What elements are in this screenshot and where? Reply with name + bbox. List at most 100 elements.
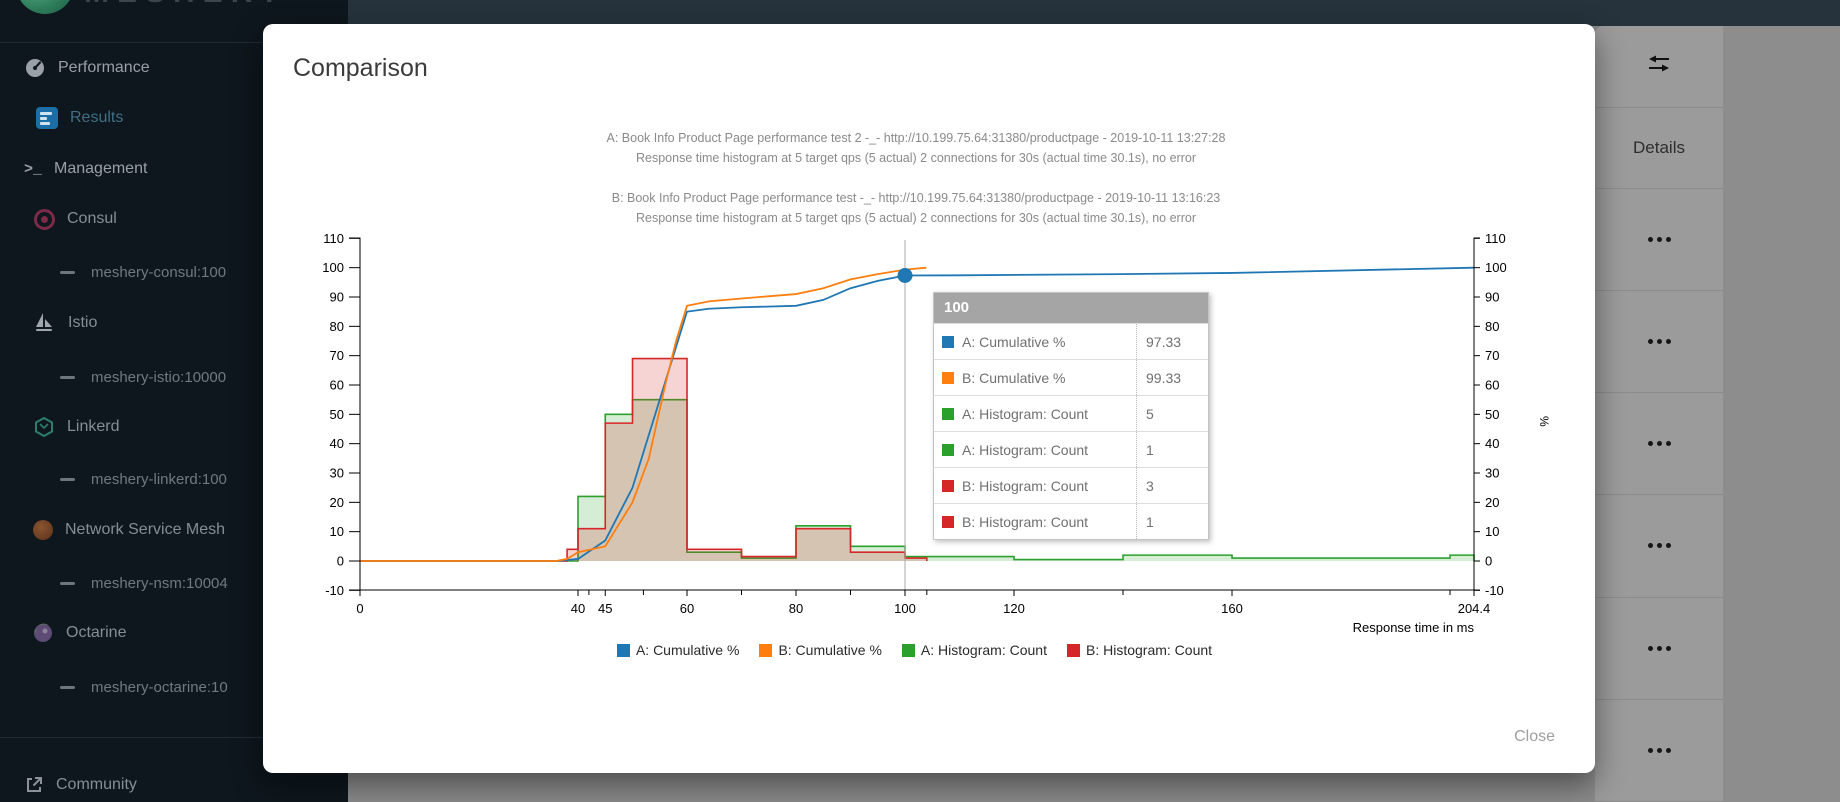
svg-text:30: 30 [330,466,344,481]
svg-text:30: 30 [1485,466,1499,481]
more-options-icon[interactable] [1647,645,1671,651]
tooltip-value: 99.33 [1136,360,1208,395]
sidebar-item-meshery-linkerd[interactable]: meshery-linkerd:100 [60,464,227,494]
sidebar-item-label: Istio [68,314,98,331]
svg-text:80: 80 [789,601,803,616]
svg-text:70: 70 [330,348,344,363]
svg-text:%: % [1537,416,1551,427]
dash-icon [60,685,75,689]
series-swatch [942,407,954,420]
tooltip-label: B: Cumulative % [962,369,1066,386]
sidebar-item-label: Performance [58,59,150,76]
table-row [1595,189,1723,291]
svg-text:40: 40 [1485,436,1499,451]
sidebar-item-meshery-istio[interactable]: meshery-istio:10000 [60,362,226,392]
svg-text:90: 90 [1485,290,1499,305]
svg-text:60: 60 [330,378,344,393]
svg-text:20: 20 [1485,495,1499,510]
meshery-logo-icon [16,0,74,14]
sidebar-item-label: meshery-consul:100 [91,263,227,281]
more-options-icon[interactable] [1647,441,1671,447]
svg-text:0: 0 [356,601,363,616]
more-options-icon[interactable] [1647,543,1671,549]
more-options-icon[interactable] [1647,339,1671,345]
svg-text:0: 0 [1485,554,1492,569]
tooltip-label: A: Histogram: Count [962,441,1089,458]
sidebar-item-label: Consul [67,210,117,227]
svg-text:40: 40 [571,601,585,616]
svg-text:90: 90 [330,290,344,305]
series-swatch [942,479,954,492]
svg-text:100: 100 [322,260,344,275]
selected-point-marker[interactable] [897,267,913,283]
svg-text:100: 100 [894,601,916,616]
more-options-icon[interactable] [1647,236,1671,242]
tooltip-label: A: Cumulative % [962,333,1066,350]
tooltip-value: 5 [1136,396,1208,431]
sidebar-item-meshery-consul[interactable]: meshery-consul:100 [60,257,226,287]
svg-text:50: 50 [1485,407,1499,422]
svg-text:50: 50 [330,407,344,422]
table-toolbar [1595,26,1723,109]
svg-text:40: 40 [330,436,344,451]
legend-item-b-cumulative[interactable]: B: Cumulative % [759,642,882,658]
legend-swatch [616,643,630,657]
tooltip-label: B: Histogram: Count [962,477,1089,494]
series-A: Histogram: Count [360,398,1475,562]
legend-swatch [901,643,915,657]
tooltip-label: A: Histogram: Count [962,405,1089,422]
linkerd-icon [33,416,55,438]
tooltip-header: 100 [934,293,1208,323]
sidebar-item-linkerd[interactable]: Linkerd [33,412,119,442]
table-row [1595,598,1723,700]
legend-item-a-cumulative[interactable]: A: Cumulative % [616,642,740,658]
meshery-wordmark: MESHERY [84,0,287,10]
tooltip-row: A: Histogram: Count 1 [934,431,1208,467]
sidebar-item-results[interactable]: Results [36,103,123,133]
sidebar-item-meshery-nsm[interactable]: meshery-nsm:10004 [60,568,228,598]
tooltip-row: A: Histogram: Count 5 [934,395,1208,431]
sidebar-item-management[interactable]: >_ Management [24,154,147,184]
legend-swatch [759,643,773,657]
tooltip-row: B: Cumulative % 99.33 [934,359,1208,395]
sidebar-item-nsm[interactable]: Network Service Mesh [33,515,225,545]
series-swatch [942,515,954,528]
sidebar-item-label: meshery-istio:10000 [91,368,227,386]
divider [0,42,348,43]
sidebar-item-meshery-octarine[interactable]: meshery-octarine:10 [60,672,228,702]
legend-label: B: Cumulative % [778,642,882,658]
x-axis: 0 40 45 60 80 100 120 160 204.4 Response time in … [356,589,1491,635]
sidebar-item-performance[interactable]: Performance [24,53,150,83]
series-swatch [942,371,954,384]
terminal-icon: >_ [24,160,43,178]
legend-item-b-histogram[interactable]: B: Histogram: Count [1066,642,1212,658]
tooltip-value: 3 [1136,468,1208,503]
consul-icon [34,208,55,230]
sidebar-item-consul[interactable]: Consul [34,204,117,234]
more-options-icon[interactable] [1647,747,1671,753]
results-icon [36,107,58,129]
svg-text:20: 20 [330,495,344,510]
sidebar-item-octarine[interactable]: Octarine [32,618,126,648]
chart-titles: A: Book Info Product Page performance te… [607,131,1226,225]
legend-item-a-histogram[interactable]: A: Histogram: Count [901,642,1047,658]
histogram-series [360,357,1475,562]
tooltip-value: 1 [1136,504,1208,539]
close-button[interactable]: Close [1508,727,1561,747]
details-column-header: Details [1595,108,1723,189]
svg-text:204.4: 204.4 [1458,601,1491,616]
svg-text:110: 110 [323,231,344,246]
compare-arrows-icon[interactable] [1645,52,1673,81]
sidebar-item-community[interactable]: Community [24,770,137,800]
octarine-icon [32,622,54,644]
table-row [1595,393,1723,496]
divider [0,737,348,738]
svg-text:120: 120 [1003,601,1025,616]
svg-text:160: 160 [1221,601,1243,616]
legend-label: A: Cumulative % [635,642,740,658]
app-header [345,0,1840,26]
sidebar-item-istio[interactable]: Istio [34,308,97,338]
tooltip-row: A: Cumulative % 97.33 [934,323,1208,359]
svg-text:Response time histogram at 5 t: Response time histogram at 5 target qps … [636,151,1196,165]
sidebar-item-label: meshery-nsm:10004 [91,574,228,592]
